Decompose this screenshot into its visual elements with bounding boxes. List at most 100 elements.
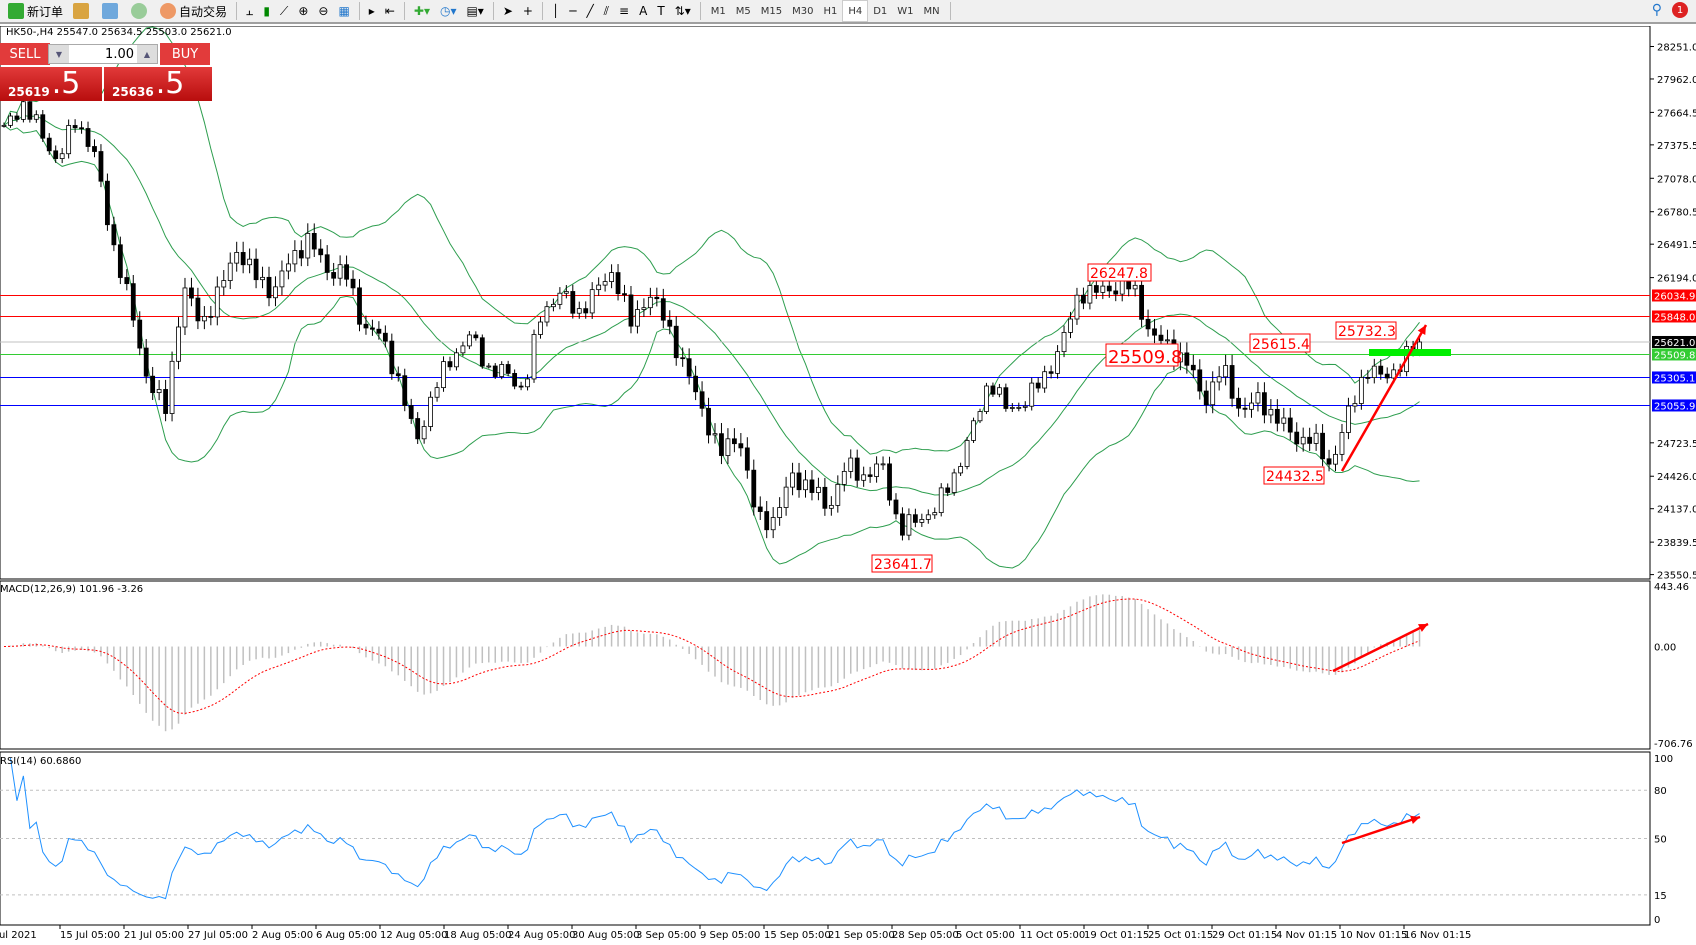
search-icon[interactable]: ⚲ <box>1651 2 1662 18</box>
candle <box>117 244 123 278</box>
candle <box>85 128 91 147</box>
timeframe-m5[interactable]: M5 <box>735 5 751 17</box>
timeframe-m30[interactable]: M30 <box>792 5 814 17</box>
lot-increase-button[interactable]: ▲ <box>137 45 157 63</box>
arrows-button[interactable]: ⇅▾ <box>674 4 691 18</box>
zoom-out-button[interactable]: ⊖ <box>318 4 329 18</box>
fibonacci-button[interactable]: ≡ <box>619 4 630 18</box>
timeframe-h4[interactable]: H4 <box>842 0 869 22</box>
candle <box>1287 417 1293 433</box>
rsi-tick-label: 15 <box>1654 891 1667 902</box>
history-button[interactable] <box>98 0 125 22</box>
timeframe-h1[interactable]: H1 <box>823 5 838 17</box>
divider <box>236 2 238 20</box>
candle <box>1 124 7 127</box>
text-label-button[interactable]: T <box>657 4 665 18</box>
signal-icon <box>131 3 148 19</box>
candle <box>1391 369 1397 379</box>
candle <box>622 293 627 296</box>
experts-button[interactable] <box>69 0 96 22</box>
autoscroll-button[interactable]: ▸ <box>368 4 375 18</box>
lot-input[interactable] <box>69 46 137 62</box>
templates-button[interactable]: ▤▾ <box>466 4 484 18</box>
candle <box>822 486 828 509</box>
sell-price[interactable]: 25619.5 <box>0 67 102 101</box>
candle <box>1139 284 1144 320</box>
candle <box>880 463 886 466</box>
candle <box>525 378 530 388</box>
candle <box>447 361 453 368</box>
candle <box>14 115 20 120</box>
candle <box>324 254 330 273</box>
price-annotation-box <box>871 554 933 573</box>
candle <box>479 337 485 367</box>
rsi-arrow <box>1341 815 1421 845</box>
candle <box>809 479 815 493</box>
lot-decrease-button[interactable]: ▼ <box>49 45 69 63</box>
timeframe-m1[interactable]: M1 <box>710 5 726 17</box>
tile-windows-button[interactable]: ▦ <box>338 4 350 18</box>
candle <box>1313 432 1319 444</box>
periods-button[interactable]: ◷▾ <box>439 4 457 18</box>
channel-button[interactable]: ⫽ <box>603 3 610 18</box>
candle <box>854 457 860 481</box>
new-order-icon <box>8 3 24 19</box>
timeframe-m15[interactable]: M15 <box>760 5 783 17</box>
trendline-button[interactable]: ╱ <box>586 4 594 18</box>
auto-trading-button[interactable]: 自动交易 <box>156 0 231 22</box>
candle <box>1333 453 1338 465</box>
text-button[interactable]: A <box>639 4 648 18</box>
divider <box>949 2 951 20</box>
candle <box>861 474 867 481</box>
candle <box>370 327 375 330</box>
bar-chart-button[interactable]: ⫠ <box>246 3 254 18</box>
candle <box>1042 371 1048 389</box>
price-annotation-box <box>1335 321 1397 340</box>
horizontal-line-button[interactable]: ─ <box>569 4 577 18</box>
candle <box>660 298 666 321</box>
buy-price[interactable]: 25636.5 <box>104 67 212 101</box>
time-label: 24 Aug 05:00 <box>508 930 575 941</box>
bollinger-lower <box>3 124 1420 569</box>
signals-button[interactable] <box>127 0 154 22</box>
new-order-button[interactable]: 新订单 <box>4 0 67 22</box>
crosshair-button[interactable]: + <box>522 4 533 18</box>
candle <box>292 250 298 265</box>
indicators-button[interactable]: ✚▾ <box>413 4 430 18</box>
candle <box>841 470 847 485</box>
candle <box>693 375 699 393</box>
line-chart-button[interactable]: ⟋ <box>279 3 289 18</box>
time-label: 27 Jul 05:00 <box>188 930 248 941</box>
sell-button[interactable]: SELL <box>0 43 50 65</box>
timeframe-d1[interactable]: D1 <box>873 5 888 17</box>
candle <box>654 296 660 300</box>
chart-area[interactable]: 28251.0 27962.0 27664.5 27375.5 27078.0 26780… <box>0 26 1696 945</box>
price-label-bg <box>1652 348 1696 361</box>
candle <box>1145 318 1151 330</box>
price-label-bg <box>1652 289 1696 302</box>
candle <box>499 364 505 377</box>
candle <box>1281 417 1287 424</box>
vertical-line-button[interactable]: │ <box>551 4 560 18</box>
price-annotation-box <box>1087 263 1152 282</box>
time-label: 29 Oct 01:15 <box>1212 930 1277 941</box>
timeframe-w1[interactable]: W1 <box>897 5 914 17</box>
candle <box>182 287 188 328</box>
notification-badge[interactable]: 1 <box>1672 2 1688 18</box>
price-tick-label: 26491.5 <box>1657 240 1696 251</box>
main-pane <box>0 26 1651 580</box>
candle <box>570 291 576 314</box>
candle <box>816 486 821 493</box>
zoom-in-button[interactable]: ⊕ <box>298 4 309 18</box>
chart-shift-button[interactable]: ⇤ <box>384 4 395 18</box>
time-label: 19 Oct 01:15 <box>1084 930 1149 941</box>
candle <box>1371 365 1377 378</box>
time-label: 5 Oct 05:00 <box>956 930 1015 941</box>
price-tick-label: 27078.0 <box>1657 174 1696 185</box>
timeframe-mn[interactable]: MN <box>923 5 940 17</box>
buy-button[interactable]: BUY <box>160 43 210 65</box>
candle-chart-button[interactable]: ▮ <box>263 4 270 18</box>
candle <box>156 389 162 394</box>
candle <box>770 517 776 531</box>
cursor-button[interactable]: ➤ <box>502 4 513 18</box>
